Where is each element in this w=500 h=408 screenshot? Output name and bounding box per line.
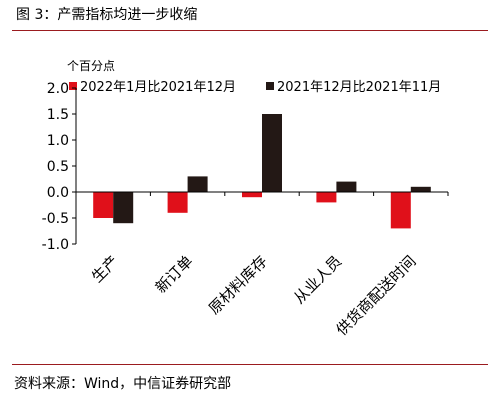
bar-series-1-3 (242, 192, 262, 198)
legend-label-series-2: 2021年12月比2021年11月 (277, 80, 441, 95)
legend: 2022年1月比2021年12月 2021年12月比2021年11月 (69, 80, 441, 95)
bar-series-2-5 (410, 186, 431, 192)
legend-label-series-1: 2022年1月比2021年12月 (80, 80, 236, 95)
bar-chart: 个百分点 2022年1月比2021年12月 2021年12月比2021年11月 … (42, 59, 449, 339)
source-note: 资料来源：Wind，中信证券研究部 (14, 376, 232, 392)
source-rule (12, 364, 488, 365)
y-tick-label: 0.0 (47, 185, 69, 201)
bar-series-1-2 (167, 192, 188, 213)
bar-series-2-3 (262, 114, 282, 192)
y-tick-label: -1.0 (42, 237, 69, 253)
bar-series-1-4 (316, 192, 337, 203)
bar-series-1-1 (93, 192, 114, 218)
y-tick-label: 1.5 (47, 107, 69, 123)
y-axis: 2.0 1.5 1.0 0.5 0.0 -0.5 -1.0 (42, 81, 77, 253)
y-tick-label: 2.0 (47, 81, 69, 97)
bars (93, 114, 431, 229)
y-tick-label: 1.0 (47, 133, 69, 149)
x-category-label: 供货商配送时间 (333, 252, 420, 339)
title-rule (12, 30, 488, 31)
x-category-label: 从业人员 (290, 252, 345, 307)
bar-series-2-1 (113, 192, 134, 224)
bar-series-2-4 (336, 181, 357, 192)
legend-swatch-series-2 (266, 82, 274, 90)
y-tick-label: -0.5 (42, 211, 69, 227)
x-category-label: 生产 (88, 252, 122, 286)
legend-swatch-series-1 (69, 82, 77, 90)
x-category-label: 原材料库存 (205, 252, 271, 318)
x-category-label: 新订单 (152, 252, 197, 297)
bar-series-1-5 (390, 192, 411, 229)
bar-series-2-2 (187, 176, 208, 192)
unit-label: 个百分点 (67, 59, 115, 73)
figure-title: 图 3：产需指标均进一步收缩 (16, 7, 198, 23)
y-tick-label: 0.5 (47, 159, 69, 175)
